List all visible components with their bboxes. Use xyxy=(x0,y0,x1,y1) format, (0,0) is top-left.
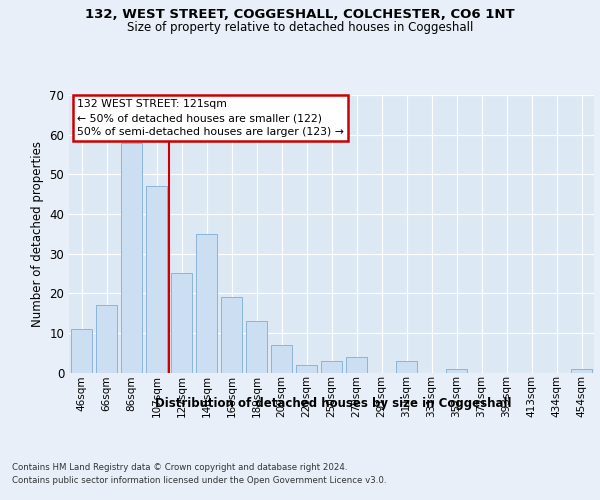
Bar xyxy=(196,234,217,372)
Bar xyxy=(246,321,267,372)
Bar xyxy=(121,142,142,372)
Y-axis label: Number of detached properties: Number of detached properties xyxy=(31,141,44,327)
Bar xyxy=(396,360,417,372)
Bar xyxy=(146,186,167,372)
Text: Contains HM Land Registry data © Crown copyright and database right 2024.: Contains HM Land Registry data © Crown c… xyxy=(12,462,347,471)
Bar xyxy=(221,297,242,372)
Bar xyxy=(71,329,92,372)
Bar xyxy=(321,360,342,372)
Text: 132, WEST STREET, COGGESHALL, COLCHESTER, CO6 1NT: 132, WEST STREET, COGGESHALL, COLCHESTER… xyxy=(85,8,515,20)
Bar xyxy=(571,368,592,372)
Text: Size of property relative to detached houses in Coggeshall: Size of property relative to detached ho… xyxy=(127,21,473,34)
Bar xyxy=(346,356,367,372)
Bar xyxy=(446,368,467,372)
Bar xyxy=(271,345,292,372)
Text: Contains public sector information licensed under the Open Government Licence v3: Contains public sector information licen… xyxy=(12,476,386,485)
Bar xyxy=(96,305,117,372)
Bar xyxy=(171,274,192,372)
Text: 132 WEST STREET: 121sqm
← 50% of detached houses are smaller (122)
50% of semi-d: 132 WEST STREET: 121sqm ← 50% of detache… xyxy=(77,99,344,137)
Text: Distribution of detached houses by size in Coggeshall: Distribution of detached houses by size … xyxy=(155,398,511,410)
Bar xyxy=(296,364,317,372)
